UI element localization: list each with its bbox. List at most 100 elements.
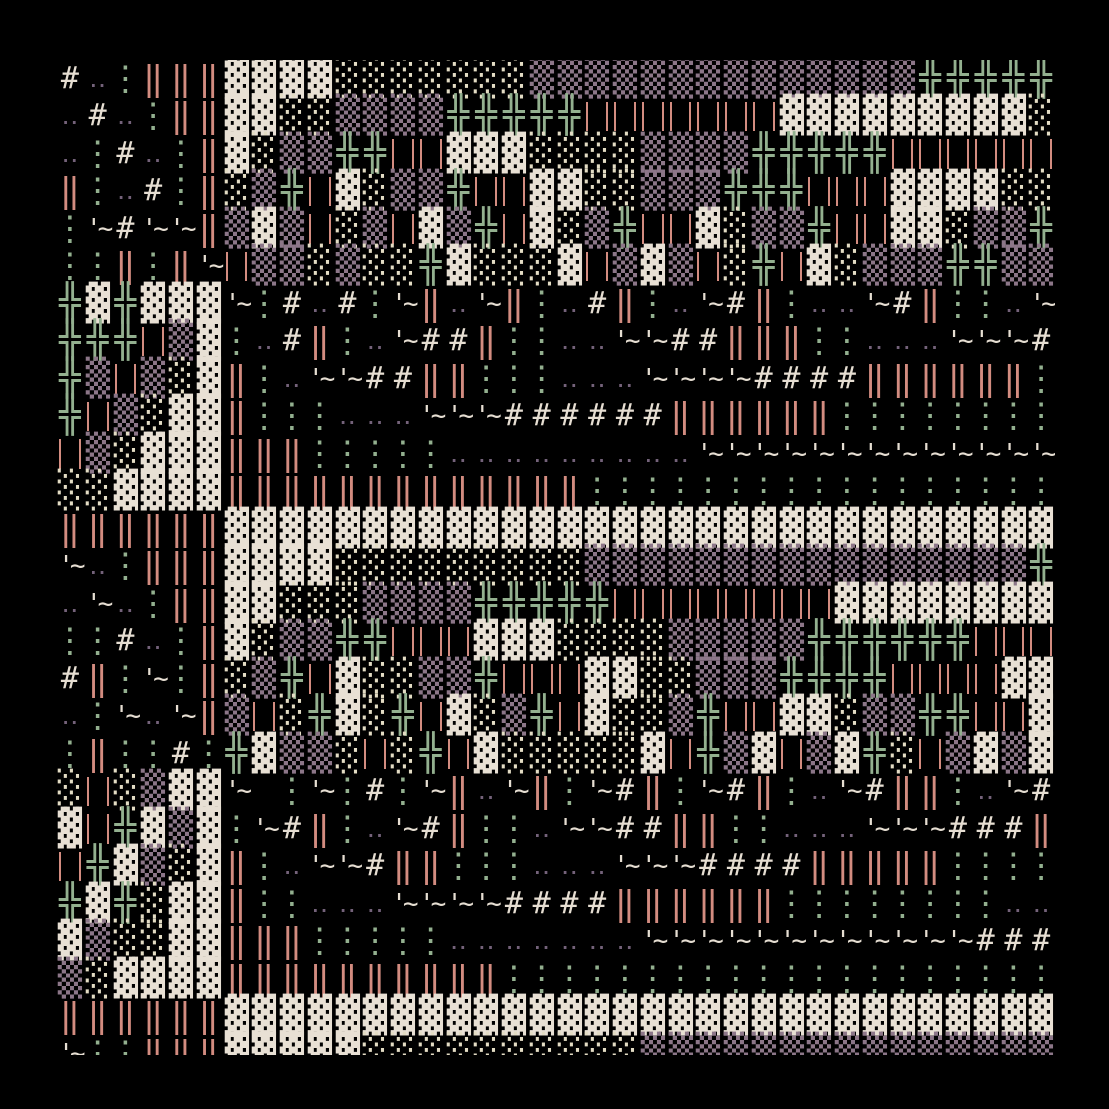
tilde-glyph: '~ xyxy=(835,776,862,807)
wide-bars-glyph: | xyxy=(500,660,528,698)
medium-shade-glyph: ▒ xyxy=(113,395,138,437)
medium-shade-glyph: ▒ xyxy=(557,60,582,99)
wide-bars-glyph: | xyxy=(750,98,778,136)
light-shade-glyph: ░ xyxy=(501,545,527,587)
light-shade-glyph: ░ xyxy=(224,170,249,212)
dense-shade-glyph: ▓ xyxy=(862,582,887,624)
medium-shade-glyph: ▒ xyxy=(945,732,971,774)
hash-glyph: # xyxy=(615,398,634,434)
dense-shade-glyph: ▓ xyxy=(168,470,194,512)
double-bar-glyph: ‖ xyxy=(59,508,81,549)
vertical-dots-glyph: ⋮ xyxy=(469,358,504,399)
wide-bars-glyph: | xyxy=(250,698,278,736)
tilde-glyph: '~ xyxy=(113,701,141,732)
light-shade-glyph: ░ xyxy=(390,545,416,587)
double-bar-glyph: ‖ xyxy=(115,246,136,287)
hash-glyph: # xyxy=(893,285,912,321)
medium-shade-glyph: ▒ xyxy=(584,545,610,587)
medium-shade-glyph: ▒ xyxy=(695,170,721,212)
medium-shade-glyph: ▒ xyxy=(723,132,749,174)
double-bar-glyph: ‖ xyxy=(309,958,330,999)
dense-shade-glyph: ▓ xyxy=(279,60,305,99)
wide-bars-glyph: | xyxy=(389,623,417,661)
vertical-dots-glyph: ⋮ xyxy=(80,1033,115,1055)
dense-shade-glyph: ▓ xyxy=(834,507,860,549)
double-bar-glyph: ‖ xyxy=(198,1033,219,1055)
double-bar-glyph: ‖ xyxy=(142,1033,164,1055)
light-shade-glyph: ░ xyxy=(113,432,138,474)
dense-shade-glyph: ▓ xyxy=(251,732,277,774)
double-bar-glyph: ‖ xyxy=(392,958,414,999)
wide-bars-glyph: | xyxy=(889,660,917,698)
tilde-glyph: '~ xyxy=(169,701,196,732)
cross-glyph: ╬ xyxy=(59,320,81,362)
medium-shade-glyph: ▒ xyxy=(834,60,860,99)
medium-shade-glyph: ▒ xyxy=(973,207,998,249)
cross-glyph: ╬ xyxy=(86,845,109,887)
light-shade-glyph: ░ xyxy=(224,657,249,699)
double-bar-glyph: ‖ xyxy=(226,396,247,437)
two-dot-glyph: ‥ xyxy=(144,626,162,656)
wide-bars-glyph: | xyxy=(805,585,833,623)
wide-bars-glyph: | xyxy=(84,398,112,436)
double-bar-glyph: ‖ xyxy=(253,433,275,474)
vertical-dots-glyph: ⋮ xyxy=(108,1033,143,1055)
medium-shade-glyph: ▒ xyxy=(723,620,749,662)
dense-shade-glyph: ▓ xyxy=(140,957,166,999)
light-shade-glyph: ░ xyxy=(362,695,388,737)
cross-glyph: ╬ xyxy=(863,657,886,699)
dense-shade-glyph: ▓ xyxy=(279,1032,305,1055)
double-bar-glyph: ‖ xyxy=(170,508,192,549)
medium-shade-glyph: ▒ xyxy=(834,1032,860,1055)
cross-glyph: ╬ xyxy=(1030,545,1052,587)
dense-shade-glyph: ▓ xyxy=(557,170,582,212)
cross-glyph: ╬ xyxy=(947,245,969,287)
double-bar-glyph: ‖ xyxy=(864,846,885,887)
medium-shade-glyph: ▒ xyxy=(917,545,943,587)
dense-shade-glyph: ▓ xyxy=(668,995,693,1037)
dense-shade-glyph: ▓ xyxy=(196,432,221,474)
double-bar-glyph: ‖ xyxy=(503,283,525,324)
medium-shade-glyph: ▒ xyxy=(806,545,832,587)
tilde-glyph: '~ xyxy=(1029,288,1055,319)
medium-shade-glyph: ▒ xyxy=(1001,207,1026,249)
vertical-dots-glyph: ⋮ xyxy=(802,321,837,362)
vertical-dots-glyph: ⋮ xyxy=(56,208,87,249)
vertical-dots-glyph: ⋮ xyxy=(80,621,115,662)
two-dot-glyph: ‥ xyxy=(449,288,468,319)
medium-shade-glyph: ▒ xyxy=(668,545,693,587)
wide-bars-glyph: | xyxy=(139,323,167,361)
medium-shade-glyph: ▒ xyxy=(418,170,443,212)
dense-shade-glyph: ▓ xyxy=(973,995,998,1037)
dense-shade-glyph: ▓ xyxy=(251,507,277,549)
double-bar-glyph: ‖ xyxy=(892,771,913,812)
vertical-dots-glyph: ⋮ xyxy=(885,471,920,512)
two-dot-glyph: ‥ xyxy=(838,288,856,319)
light-shade-glyph: ░ xyxy=(529,1032,554,1055)
vertical-dots-glyph: ⋮ xyxy=(996,958,1031,999)
cross-glyph: ╬ xyxy=(919,695,941,737)
vertical-dots-glyph: ⋮ xyxy=(774,283,809,324)
medium-shade-glyph: ▒ xyxy=(224,695,249,737)
double-bar-glyph: ‖ xyxy=(198,583,219,624)
cross-glyph: ╬ xyxy=(697,732,719,774)
cross-glyph: ╬ xyxy=(114,882,137,924)
wide-bars-glyph: | xyxy=(583,248,611,286)
dense-shade-glyph: ▓ xyxy=(335,657,360,699)
dense-shade-glyph: ▓ xyxy=(1028,582,1054,624)
wide-bars-glyph: | xyxy=(500,173,528,211)
medium-shade-glyph: ▒ xyxy=(168,320,194,362)
light-shade-glyph: ░ xyxy=(473,695,499,737)
vertical-dots-glyph: ⋮ xyxy=(247,396,282,437)
medium-shade-glyph: ▒ xyxy=(279,620,305,662)
two-dot-glyph: ‥ xyxy=(366,401,384,431)
vertical-dots-glyph: ⋮ xyxy=(774,883,809,924)
double-bar-glyph: ‖ xyxy=(531,771,552,812)
cross-glyph: ╬ xyxy=(725,170,747,212)
vertical-dots-glyph: ⋮ xyxy=(968,283,1003,324)
vertical-dots-glyph: ⋮ xyxy=(968,846,1003,887)
dense-shade-glyph: ▓ xyxy=(224,545,249,587)
dense-shade-glyph: ▓ xyxy=(140,282,166,324)
dense-shade-glyph: ▓ xyxy=(640,995,665,1037)
vertical-dots-glyph: ⋮ xyxy=(80,246,115,287)
